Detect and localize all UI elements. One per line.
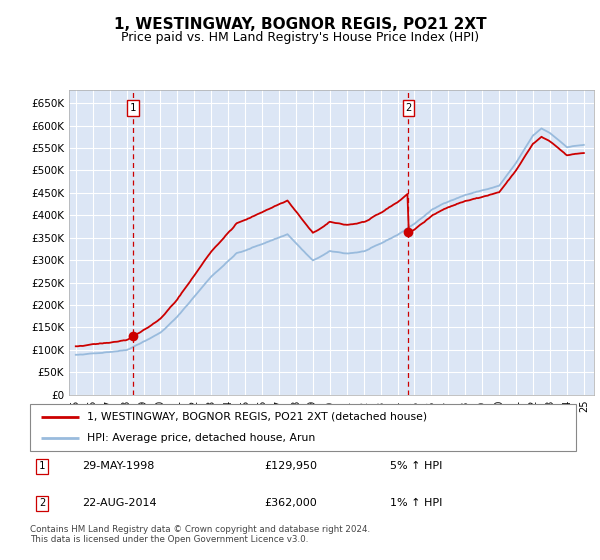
- Text: Contains HM Land Registry data © Crown copyright and database right 2024.
This d: Contains HM Land Registry data © Crown c…: [30, 525, 370, 544]
- Text: 29-MAY-1998: 29-MAY-1998: [82, 461, 154, 472]
- Text: 22-AUG-2014: 22-AUG-2014: [82, 498, 157, 508]
- Text: 1: 1: [39, 461, 45, 472]
- Text: 1, WESTINGWAY, BOGNOR REGIS, PO21 2XT (detached house): 1, WESTINGWAY, BOGNOR REGIS, PO21 2XT (d…: [88, 412, 427, 422]
- FancyBboxPatch shape: [30, 404, 576, 451]
- Text: 1, WESTINGWAY, BOGNOR REGIS, PO21 2XT: 1, WESTINGWAY, BOGNOR REGIS, PO21 2XT: [113, 17, 487, 32]
- Text: 2: 2: [405, 103, 412, 113]
- Text: Price paid vs. HM Land Registry's House Price Index (HPI): Price paid vs. HM Land Registry's House …: [121, 31, 479, 44]
- Text: £362,000: £362,000: [265, 498, 317, 508]
- Text: 1% ↑ HPI: 1% ↑ HPI: [391, 498, 443, 508]
- Text: 5% ↑ HPI: 5% ↑ HPI: [391, 461, 443, 472]
- Text: HPI: Average price, detached house, Arun: HPI: Average price, detached house, Arun: [88, 433, 316, 444]
- Text: 2: 2: [39, 498, 45, 508]
- Text: 1: 1: [130, 103, 136, 113]
- Text: £129,950: £129,950: [265, 461, 318, 472]
